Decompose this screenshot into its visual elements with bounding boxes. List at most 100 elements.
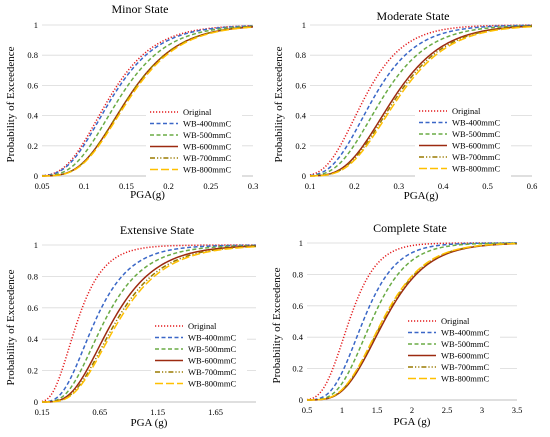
- panel-2-x-tick-label: 0.5: [482, 181, 493, 191]
- panel-4-y-tick-label: 0: [299, 395, 303, 405]
- panel-3-y-tick-label: 1: [34, 240, 38, 250]
- panel-4-x-axis-label: PGA (g): [394, 416, 431, 428]
- panel-3-y-tick-label: 0.4: [27, 334, 38, 344]
- panel-2-x-axis-label: PGA(g): [404, 190, 439, 202]
- panel-3-legend-label-1: Original: [188, 321, 217, 331]
- panel-1-legend-label-6: WB-800mmC: [183, 165, 231, 175]
- panel-1-x-tick-label: 0.1: [79, 181, 90, 191]
- panel-1-series-wb-500mmc-line: [41, 25, 254, 177]
- panel-3-series-original-line: [41, 244, 256, 403]
- panel-1-y-tick-label: 0.6: [27, 80, 38, 90]
- panel-2-x-tick-label: 0.1: [305, 181, 316, 191]
- panel-3-series-wb-600mmc-line: [41, 245, 257, 403]
- panel-4-series-wb-500mmc-line: [306, 242, 518, 401]
- panel-3-legend-box: [151, 320, 247, 393]
- panel-4-y-tick-label: 0.4: [292, 332, 303, 342]
- panel-3-y-tick-label: 0.2: [27, 366, 38, 376]
- panel-1-x-tick-label: 0.15: [119, 181, 134, 191]
- panel-4-x-tick-label: 2.5: [442, 405, 453, 415]
- panel-1-title: Minor State: [112, 2, 169, 16]
- panel-1-legend-label-5: WB-700mmC: [183, 153, 231, 163]
- panel-1-y-tick-label: 1: [34, 20, 38, 30]
- panel-3-series-wb-700mmc-line: [41, 245, 257, 403]
- panel-2-legend-label-3: WB-500mmC: [452, 129, 500, 139]
- panel-3-series-wb-800mmc-line: [42, 245, 257, 403]
- panel-4-legend-box: [404, 315, 500, 388]
- panel-2-legend-label-6: WB-800mmC: [452, 164, 500, 174]
- panel-2-series-wb-800mmc-line: [309, 25, 533, 177]
- panel-3-series-wb-500mmc-line: [41, 244, 257, 403]
- panel-1-legend-label-3: WB-500mmC: [183, 130, 231, 140]
- panel-4-y-tick-label: 1: [299, 238, 303, 248]
- panel-4-y-axis-label: Probability of Exceedence: [271, 267, 283, 383]
- panel-4-y-tick-label: 0.8: [292, 269, 303, 279]
- panel-1-y-tick-label: 0: [34, 171, 38, 181]
- panel-1-x-axis-label: PGA(g): [130, 189, 165, 201]
- panel-2-y-tick-label: 0.4: [295, 111, 306, 121]
- panel-4-title: Complete State: [373, 221, 447, 235]
- panel-1-x-tick-label: 0.05: [35, 181, 50, 191]
- panel-4-y-tick-label: 0.2: [292, 364, 303, 374]
- panel-2-y-tick-label: 0.8: [295, 50, 306, 60]
- panel-3-y-tick-label: 0: [34, 397, 38, 407]
- panel-2-y-tick-label: 0.2: [295, 141, 306, 151]
- panel-3-legend-label-6: WB-800mmC: [188, 379, 236, 389]
- panel-4-legend-label-4: WB-600mmC: [441, 351, 489, 361]
- panel-2-title: Moderate State: [377, 9, 450, 23]
- panel-2-series-wb-500mmc-line: [309, 24, 533, 177]
- panel-3-x-tick-label: 0.65: [92, 407, 107, 417]
- panel-3-y-tick-label: 0.6: [27, 303, 38, 313]
- panel-4-series-wb-800mmc-line: [306, 242, 518, 401]
- panel-1-legend-label-2: WB-400mmC: [183, 119, 231, 129]
- panel-4-x-tick-label: 1: [340, 405, 344, 415]
- panel-2-y-tick-label: 0: [302, 171, 306, 181]
- panel-1-legend-label-4: WB-600mmC: [183, 142, 231, 152]
- panel-2-legend-label-1: Original: [452, 106, 481, 116]
- panel-4-x-tick-label: 1.5: [372, 405, 383, 415]
- panel-1-x-tick-label: 0.3: [248, 181, 259, 191]
- panel-4-x-tick-label: 0.5: [302, 405, 313, 415]
- panel-3-y-tick-label: 0.8: [27, 271, 38, 281]
- panel-2-x-tick-label: 0.3: [393, 181, 404, 191]
- panel-3-legend-label-4: WB-600mmC: [188, 356, 236, 366]
- panel-4-legend-label-6: WB-800mmC: [441, 374, 489, 384]
- panel-3-series-wb-400mmc-line: [41, 244, 257, 403]
- panel-4-legend-label-5: WB-700mmC: [441, 362, 489, 372]
- panel-2-legend-label-4: WB-600mmC: [452, 141, 500, 151]
- panel-2-y-tick-label: 0.6: [295, 80, 306, 90]
- panel-4-legend-label-1: Original: [441, 316, 470, 326]
- panel-1-legend-label-1: Original: [183, 107, 212, 117]
- panel-1-series-wb-800mmc-line: [41, 26, 254, 177]
- panel-4-y-tick-label: 0.6: [292, 301, 303, 311]
- panel-2-series-wb-600mmc-line: [309, 25, 533, 177]
- panel-2-y-axis-label: Probability of Exceedence: [273, 46, 285, 162]
- panel-3-x-tick-label: 0.15: [35, 407, 50, 417]
- panel-1-y-tick-label: 0.2: [27, 141, 38, 151]
- panel-1-y-tick-label: 0.4: [27, 111, 38, 121]
- panel-3-x-axis-label: PGA (g): [131, 417, 168, 429]
- panel-1-y-axis-label: Probability of Exceedence: [5, 46, 17, 162]
- panel-3-legend-label-3: WB-500mmC: [188, 344, 236, 354]
- panel-4-legend-label-3: WB-500mmC: [441, 339, 489, 349]
- panel-3-legend-label-2: WB-400mmC: [188, 333, 236, 343]
- panel-1-x-tick-label: 0.25: [203, 181, 218, 191]
- panel-2-legend-label-2: WB-400mmC: [452, 118, 500, 128]
- panel-2-x-tick-label: 0.6: [527, 181, 538, 191]
- panel-4-x-tick-label: 2: [410, 405, 414, 415]
- panel-4-x-tick-label: 3: [480, 405, 484, 415]
- panel-1-legend-box: [146, 106, 242, 179]
- panel-2-legend-label-5: WB-700mmC: [452, 152, 500, 162]
- panel-2-series-wb-400mmc-line: [309, 24, 533, 177]
- panel-1-x-tick-label: 0.2: [163, 181, 174, 191]
- panel-3-legend-label-5: WB-700mmC: [188, 367, 236, 377]
- panel-3-y-axis-label: Probability of Exceedence: [5, 269, 17, 385]
- panel-1-series-wb-400mmc-line: [41, 25, 254, 177]
- panel-1-y-tick-label: 0.8: [27, 50, 38, 60]
- panel-2-series-original-line: [309, 24, 533, 176]
- panel-2-legend-box: [415, 105, 511, 178]
- panel-4-legend-label-2: WB-400mmC: [441, 328, 489, 338]
- panel-3-title: Extensive State: [120, 223, 194, 237]
- panel-3-x-tick-label: 1.65: [208, 407, 223, 417]
- panel-2-x-tick-label: 0.4: [438, 181, 449, 191]
